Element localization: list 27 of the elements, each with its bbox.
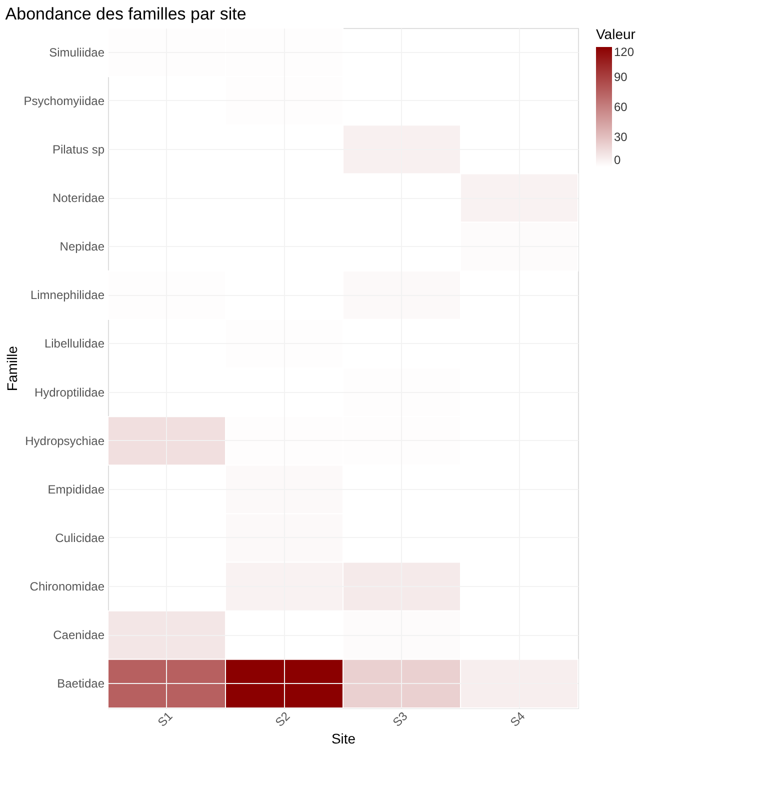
y-tick-label: Psychomyiidae	[24, 94, 105, 108]
y-tick-label: Caenidae	[53, 628, 105, 642]
y-tick-label: Simuliidae	[49, 45, 105, 60]
chart-title: Abondance des familles par site	[5, 4, 246, 24]
y-tick-label: Culicidae	[55, 531, 105, 545]
x-axis-title: Site	[331, 730, 356, 747]
y-tick-label: Empididae	[48, 482, 105, 496]
color-bar-label: 60	[614, 100, 628, 114]
y-tick-label: Baetidae	[57, 676, 105, 691]
x-tick-label: S4	[507, 708, 528, 730]
y-tick-label: Limnephilidae	[30, 288, 105, 302]
y-tick-label: Libellulidae	[44, 336, 105, 351]
y-tick-label: Hydropsychiae	[25, 434, 105, 448]
y-tick-label: Pilatus sp	[52, 142, 105, 156]
y-tick-label: Nepidae	[60, 240, 105, 254]
legend-title: Valeur	[596, 26, 636, 42]
color-bar-label: 0	[614, 153, 621, 167]
color-bar-label: 120	[614, 45, 634, 59]
y-axis-title: Famille	[4, 346, 20, 392]
color-bar-label: 30	[614, 130, 628, 144]
y-tick-label: Chironomidae	[30, 580, 105, 594]
y-tick-label: Noteridae	[52, 191, 105, 205]
y-tick-label: Hydroptilidae	[34, 385, 105, 400]
x-tick-label: S1	[154, 708, 176, 730]
x-tick-label: S2	[272, 708, 293, 730]
x-tick-label: S3	[390, 708, 410, 730]
color-bar-label: 90	[614, 70, 628, 84]
